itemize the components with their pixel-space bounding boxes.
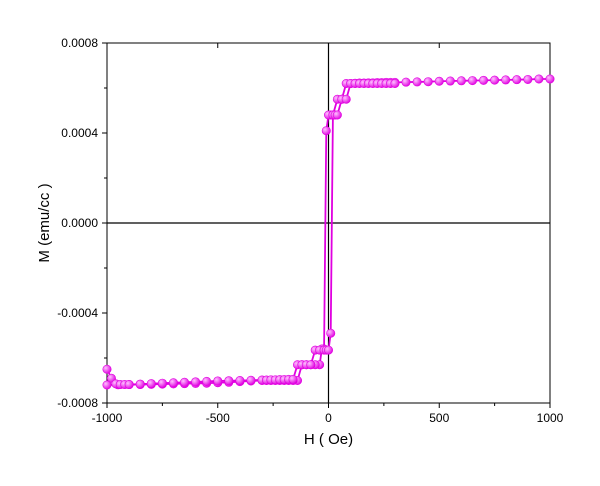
- data-point: [341, 94, 351, 104]
- data-point: [224, 376, 234, 386]
- x-tick-label: -500: [206, 411, 230, 425]
- data-point: [456, 76, 466, 86]
- data-point: [434, 76, 444, 86]
- axis-ticks: [102, 42, 551, 408]
- y-tick-label: 0.0004: [61, 126, 98, 140]
- data-point: [423, 77, 433, 87]
- data-point: [146, 379, 156, 389]
- data-point: [191, 377, 201, 387]
- data-point: [326, 328, 336, 338]
- data-point: [390, 79, 400, 89]
- data-point: [321, 126, 331, 136]
- y-tick-label: -0.0008: [57, 396, 98, 410]
- data-point: [490, 75, 500, 85]
- data-point: [213, 376, 223, 386]
- data-point: [445, 76, 455, 86]
- data-point: [157, 378, 167, 388]
- x-tick-label: 500: [429, 411, 449, 425]
- data-point: [135, 379, 145, 389]
- x-tick-label: 0: [325, 411, 332, 425]
- data-point: [323, 345, 333, 355]
- data-point: [202, 376, 212, 386]
- data-point: [102, 364, 112, 374]
- data-point: [501, 75, 511, 85]
- data-point: [168, 378, 178, 388]
- y-tick-label: 0.0000: [61, 216, 98, 230]
- x-axis-title: H ( Oe): [304, 431, 353, 448]
- y-tick-label: -0.0004: [57, 306, 98, 320]
- data-point: [412, 77, 422, 87]
- data-point: [534, 74, 544, 84]
- x-tick-label: 1000: [537, 411, 564, 425]
- data-point: [288, 374, 298, 384]
- data-point: [545, 74, 555, 84]
- data-point: [401, 77, 411, 87]
- y-tick-label: 0.0008: [61, 36, 98, 50]
- data-point: [523, 74, 533, 84]
- data-point: [332, 110, 342, 120]
- data-point: [306, 360, 316, 370]
- data-point: [467, 76, 477, 86]
- data-point: [246, 375, 256, 385]
- data-point: [512, 75, 522, 85]
- y-axis-title: M (emu/cc ): [36, 183, 53, 262]
- data-point: [235, 375, 245, 385]
- data-point: [102, 380, 112, 390]
- data-point: [124, 380, 134, 390]
- x-tick-label: -1000: [92, 411, 123, 425]
- zero-lines: [107, 43, 550, 403]
- data-point: [180, 377, 190, 387]
- tick-labels: -1000 -500 0 500 1000 -0.0008 -0.0004 0.0000 0.0…: [57, 36, 563, 425]
- data-markers: [102, 74, 555, 390]
- data-point: [479, 75, 489, 85]
- series-line-ascending: [106, 82, 395, 386]
